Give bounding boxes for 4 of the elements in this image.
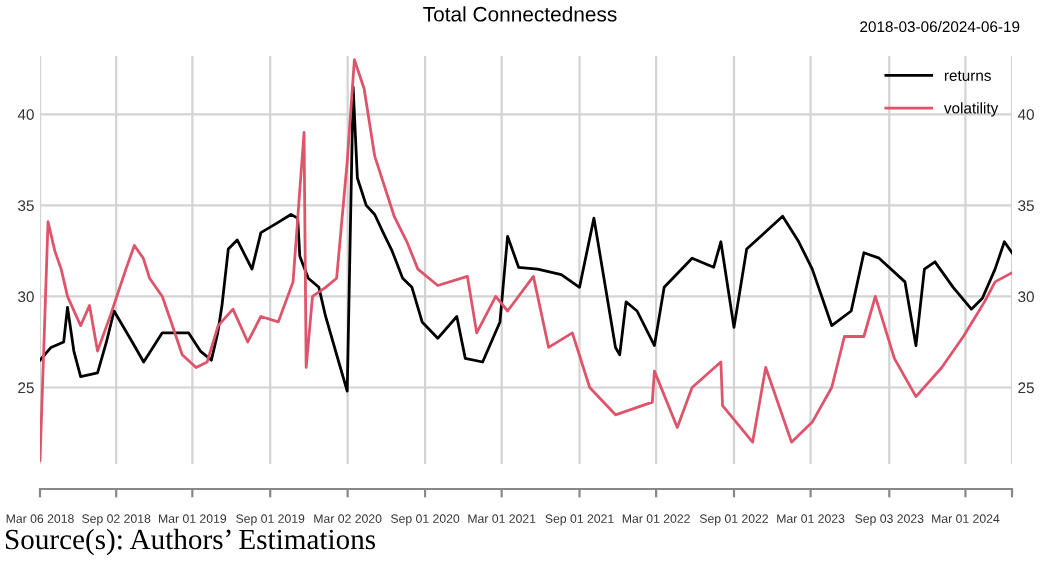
line-series <box>40 58 1012 462</box>
chart-title: Total Connectedness <box>423 6 617 22</box>
source-note: Source(s): Authors’ Estimations <box>5 528 376 556</box>
line-series <box>40 85 1012 393</box>
